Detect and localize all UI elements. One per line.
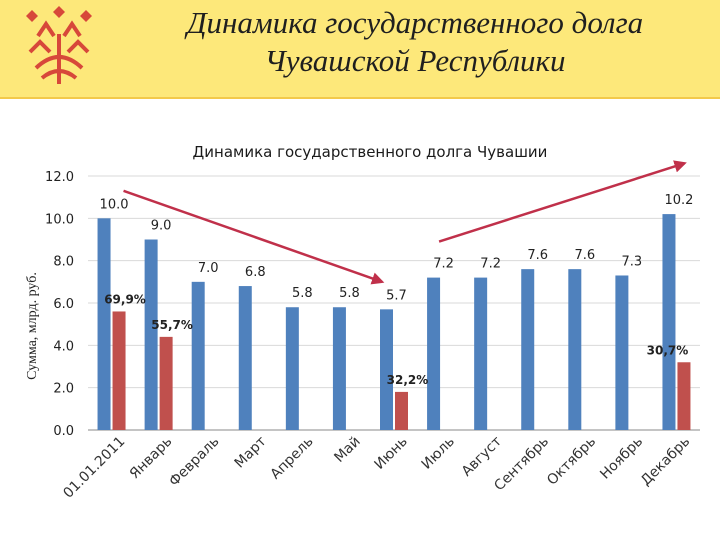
y-axis-label: Сумма, млрд. руб. — [25, 272, 40, 380]
data-labels: 10.0 69,9% 9.0 55,7% 7.0 6.8 5.8 5.8 5.7 32,2% 7.2… — [100, 193, 694, 387]
page-title: Динамика государственного долга Чувашско… — [110, 4, 720, 80]
x-tick-label: Май — [331, 434, 363, 466]
debt-chart: Динамика государственного долга Чувашии … — [25, 143, 700, 502]
debt-value-label: 5.8 — [339, 286, 360, 301]
x-tick-label: Март — [232, 434, 270, 472]
x-tick-label: Декабрь — [638, 434, 693, 489]
debt-bar — [568, 269, 582, 430]
y-tick-label: 10.0 — [45, 212, 74, 227]
debt-bar — [144, 239, 158, 430]
debt-value-label: 6.8 — [245, 265, 266, 280]
share-bar — [112, 311, 126, 430]
share-percent-label: 30,7% — [647, 343, 689, 357]
debt-bar — [427, 277, 441, 430]
debt-value-label: 9.0 — [151, 219, 172, 234]
share-percent-label: 55,7% — [151, 318, 193, 332]
share-percent-label: 32,2% — [387, 373, 429, 387]
header-banner: Динамика государственного долга Чувашско… — [0, 0, 720, 99]
y-tick-label: 0.0 — [53, 424, 74, 439]
x-tick-label: 01.01.2011 — [60, 434, 128, 502]
debt-value-label: 5.7 — [386, 288, 407, 303]
debt-value-label: 10.0 — [100, 197, 129, 212]
x-tick-label: Июль — [419, 434, 458, 473]
y-tick-label: 2.0 — [53, 382, 74, 397]
share-bar — [159, 336, 173, 430]
debt-bar — [380, 309, 393, 430]
y-tick-label: 12.0 — [45, 170, 74, 185]
x-tick-label: Февраль — [166, 434, 222, 490]
y-tick-label: 6.0 — [53, 297, 74, 312]
debt-value-label: 5.8 — [292, 286, 313, 301]
bars — [97, 214, 691, 430]
debt-value-label: 7.0 — [198, 261, 219, 276]
trend-arrow-down — [123, 189, 385, 285]
debt-bar — [238, 286, 252, 430]
debt-bar — [285, 307, 299, 430]
trend-arrows — [123, 160, 687, 285]
y-axis-ticks: 0.0 2.0 4.0 6.0 8.0 10.0 12.0 — [45, 170, 74, 439]
share-bar — [677, 362, 691, 430]
chart-title: Динамика государственного долга Чувашии — [193, 143, 548, 161]
debt-value-label: 7.6 — [574, 248, 595, 263]
gridlines — [88, 175, 700, 389]
page-title-line-2: Чувашской Республики — [264, 43, 566, 78]
debt-value-label: 7.3 — [622, 254, 643, 269]
share-percent-label: 69,9% — [104, 292, 146, 306]
x-tick-label: Июнь — [371, 434, 410, 473]
debt-value-label: 7.2 — [433, 257, 454, 272]
x-tick-label: Январь — [127, 434, 176, 483]
debt-bar — [474, 277, 488, 430]
debt-value-label: 7.6 — [527, 248, 548, 263]
y-tick-label: 4.0 — [53, 339, 74, 354]
debt-value-label: 7.2 — [480, 257, 501, 272]
x-tick-label: Апрель — [268, 434, 317, 483]
trend-arrow-up — [438, 160, 687, 243]
share-bar — [395, 391, 408, 430]
debt-bar — [521, 269, 535, 430]
x-tick-label: Август — [459, 434, 505, 480]
y-tick-label: 8.0 — [53, 255, 74, 270]
page-title-line-1: Динамика государственного долга — [186, 5, 644, 40]
debt-bar — [191, 281, 205, 430]
debt-bar — [97, 218, 111, 430]
debt-bar — [332, 307, 346, 430]
x-tick-label: Ноябрь — [597, 434, 646, 483]
debt-bar — [615, 275, 629, 430]
chuvash-emblem-icon — [26, 6, 92, 84]
debt-value-label: 10.2 — [664, 193, 693, 208]
debt-bar — [662, 214, 676, 430]
x-tick-label: Октябрь — [544, 434, 599, 489]
